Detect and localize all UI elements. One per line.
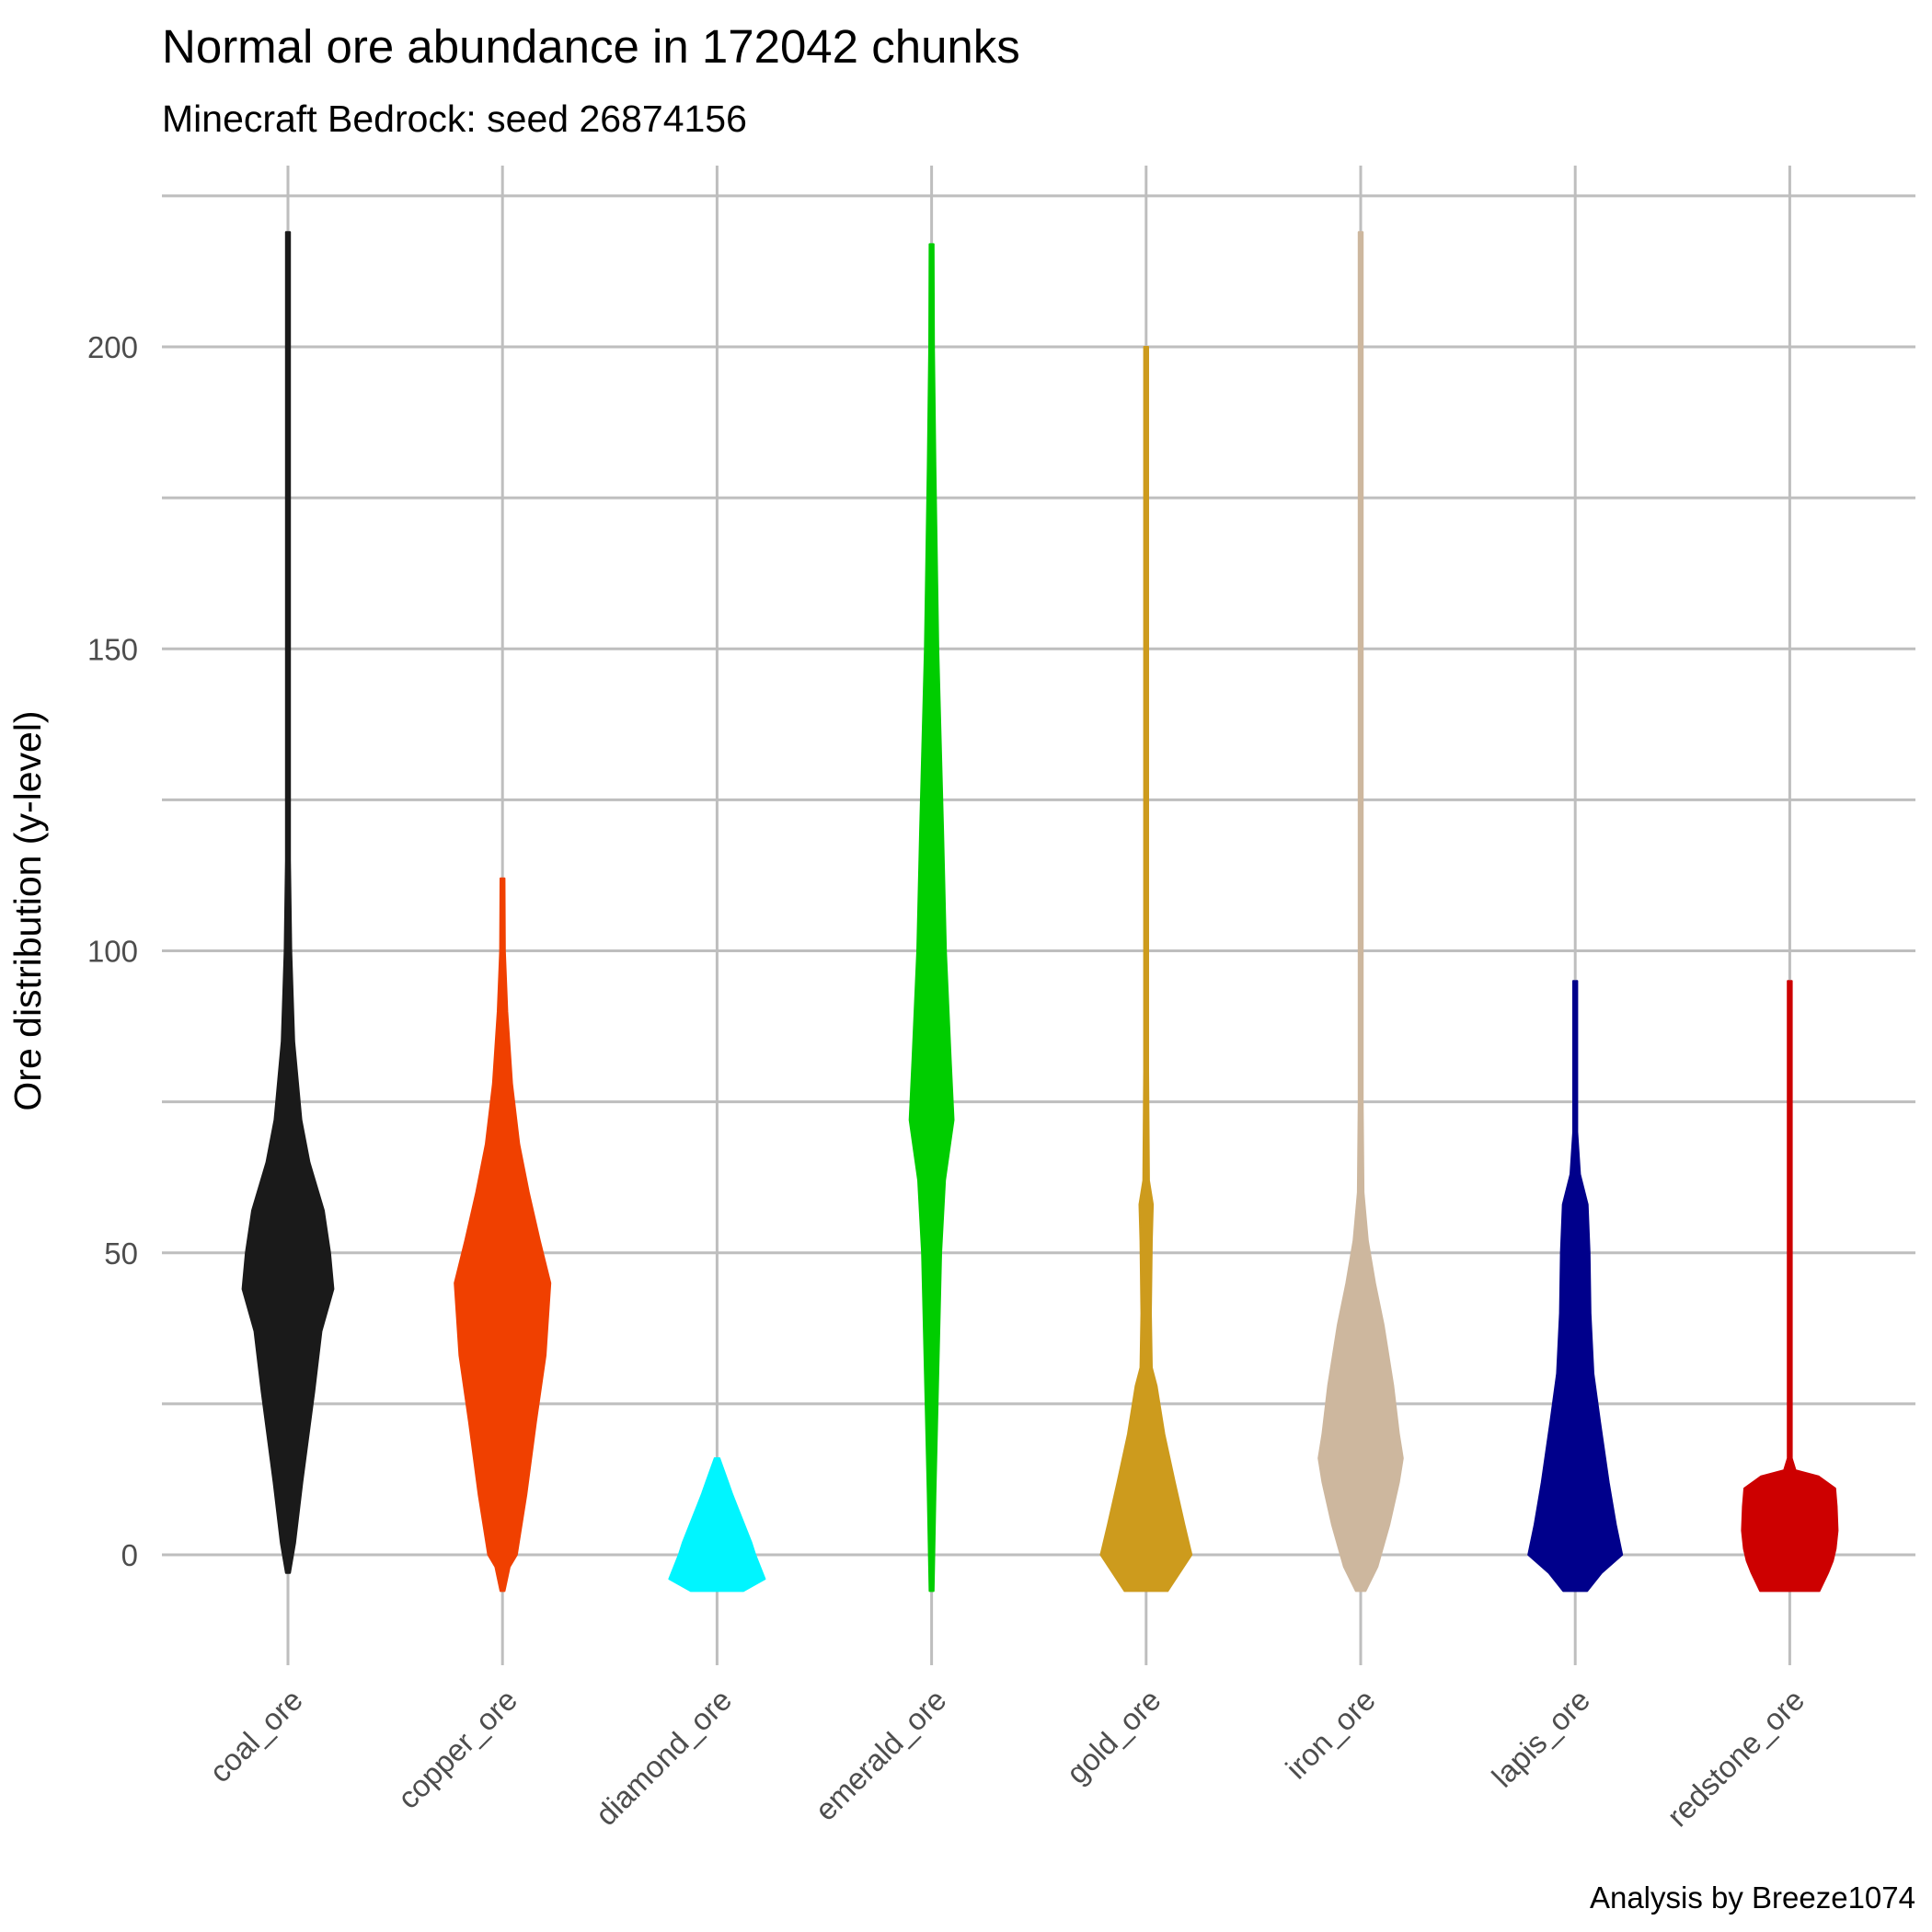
violin-coal-ore	[241, 231, 335, 1574]
chart-title: Normal ore abundance in 172042 chunks	[162, 20, 1020, 73]
violin-redstone-ore	[1741, 980, 1839, 1593]
violin-copper-ore	[454, 877, 552, 1593]
y-tick-label: 100	[87, 935, 138, 969]
x-tick-labels: coal_ore copper_ore diamond_ore emerald_ore…	[202, 1683, 1811, 1834]
y-tick-label: 0	[121, 1538, 138, 1572]
violin-iron-ore	[1317, 231, 1404, 1593]
x-tick-label-copper-ore: copper_ore	[391, 1683, 523, 1815]
x-tick-label-diamond-ore: diamond_ore	[589, 1683, 738, 1832]
x-tick-label-coal-ore: coal_ore	[202, 1683, 309, 1789]
x-tick-label-iron-ore: iron_ore	[1279, 1683, 1382, 1786]
caption: Analysis by Breeze1074	[1590, 1880, 1915, 1915]
y-tick-labels: 0 50 100 150 200	[87, 330, 138, 1572]
x-tick-label-redstone-ore: redstone_ore	[1661, 1683, 1811, 1834]
x-tick-label-lapis-ore: lapis_ore	[1485, 1683, 1596, 1794]
y-axis-title: Ore distribution (y-level)	[6, 710, 49, 1110]
chart-subtitle: Minecraft Bedrock: seed 26874156	[162, 98, 747, 140]
violin-layer	[241, 231, 1839, 1593]
grid-layer	[162, 166, 1915, 1665]
y-tick-label: 200	[87, 330, 138, 364]
y-tick-label: 50	[104, 1236, 138, 1271]
violin-lapis-ore	[1527, 980, 1624, 1593]
x-tick-label-gold-ore: gold_ore	[1060, 1683, 1167, 1790]
y-tick-label: 150	[87, 632, 138, 666]
x-tick-label-emerald-ore: emerald_ore	[808, 1683, 952, 1827]
violin-gold-ore	[1099, 346, 1193, 1593]
violin-diamond-ore	[668, 1456, 766, 1593]
violin-emerald-ore	[908, 243, 955, 1593]
